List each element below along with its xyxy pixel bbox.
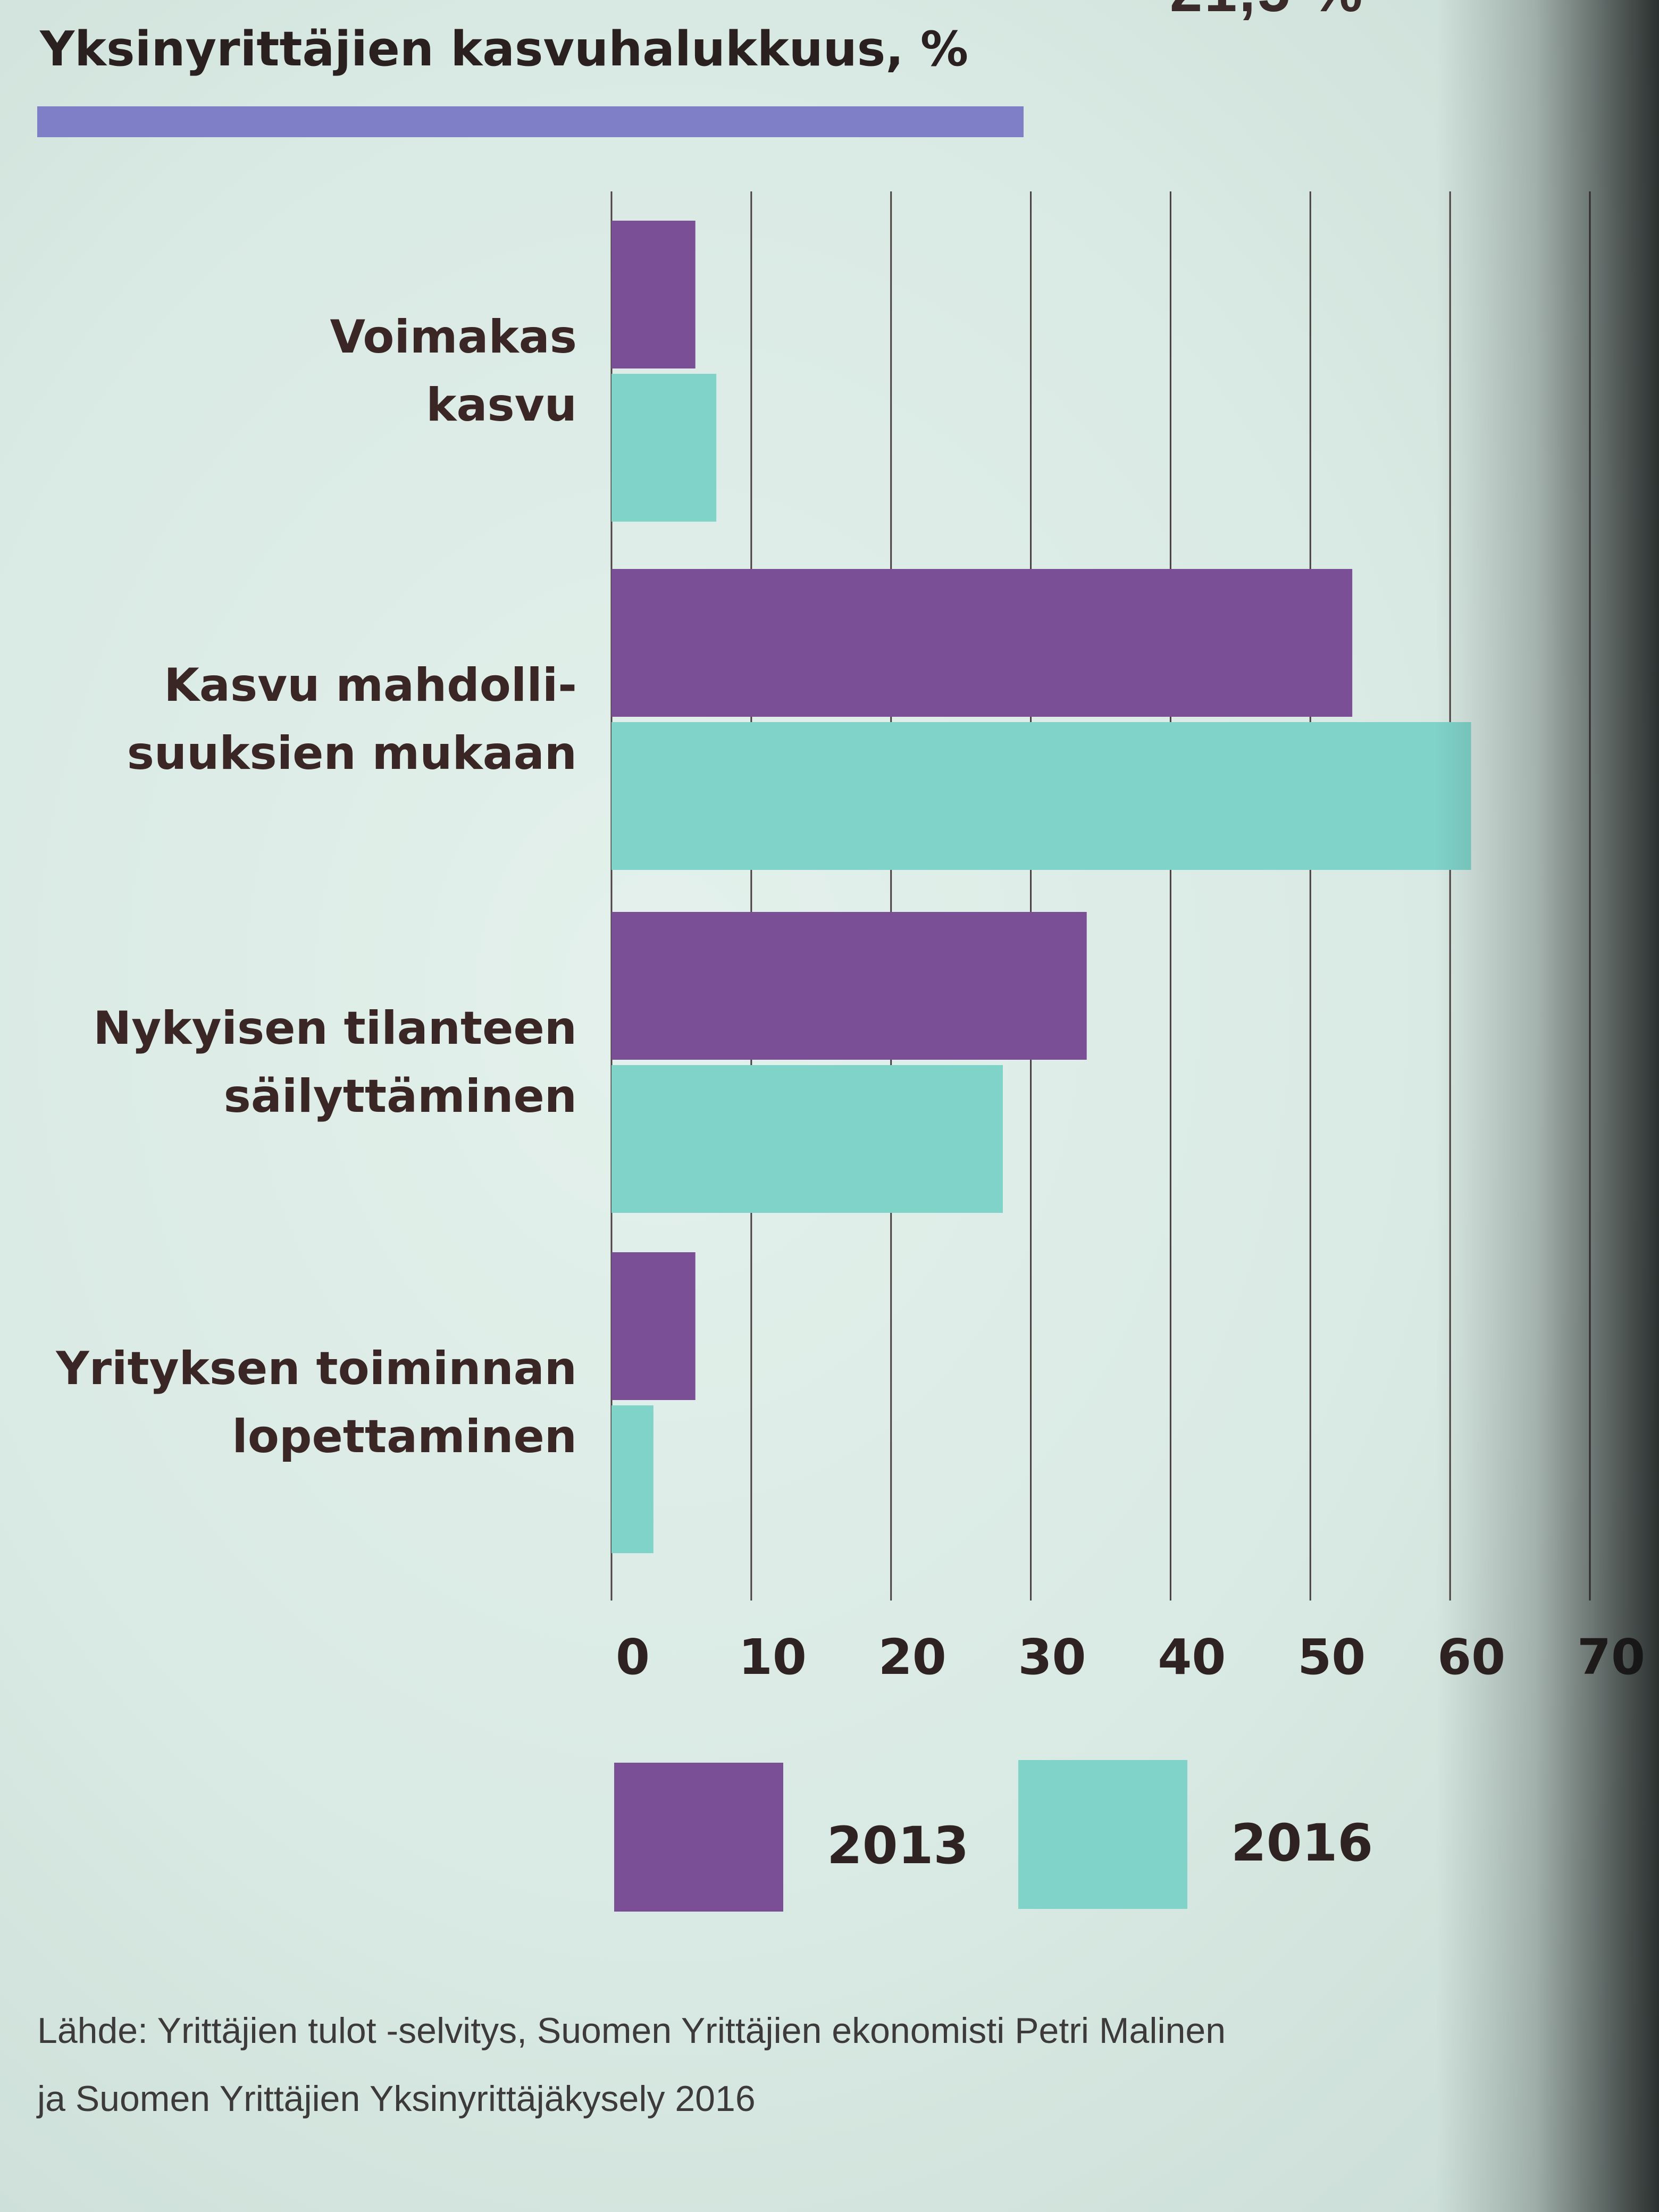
bar-2016-category-3 [611,1405,653,1553]
x-tick-label-50: 50 [1297,1629,1365,1686]
category-label-voimakas-kasvu: Voimakas kasvu [330,311,577,432]
bar-2013-category-1 [611,569,1353,717]
legend-swatch-2016 [1018,1760,1187,1909]
bar-2016-category-2 [611,1065,1003,1213]
source-note: Lähde: Yrittäjien tulot -selvitys, Suome… [37,1997,1226,2133]
category-label-yrityksen-toiminnan-lopettaminen: Yrityksen toiminnan lopettaminen [56,1342,577,1463]
bar-2013-category-0 [611,221,696,368]
x-tick-label-40: 40 [1158,1629,1226,1686]
legend-swatch-2013 [614,1763,783,1912]
x-tick-label-20: 20 [878,1629,946,1686]
x-tick-label-10: 10 [739,1629,807,1686]
bar-2013-category-3 [611,1252,696,1400]
x-tick-label-0: 0 [616,1629,650,1686]
page-edge-shadow [1436,0,1659,2212]
source-line-1: Lähde: Yrittäjien tulot -selvitys, Suome… [37,2010,1226,2051]
bar-2016-category-0 [611,374,717,522]
legend-label-2016: 2016 [1231,1813,1373,1873]
bar-2013-category-2 [611,912,1087,1060]
title-underline-bar [37,106,1024,137]
legend-label-2013: 2013 [827,1816,969,1875]
clipped-headline-fragment: 21,5 % [1170,0,1364,25]
category-label-kasvu-mahdollisuuksien-mukaan: Kasvu mahdolli- suuksien mukaan [127,659,577,780]
bar-2016-category-1 [611,722,1471,870]
category-label-nykyisen-tilanteen-sailyttaminen: Nykyisen tilanteen säilyttäminen [93,1002,577,1123]
source-line-2: ja Suomen Yrittäjien Yksinyrittäjäkysely… [37,2079,756,2119]
x-tick-label-30: 30 [1018,1629,1086,1686]
chart-title: Yksinyrittäjien kasvuhalukkuus, % [40,21,969,77]
